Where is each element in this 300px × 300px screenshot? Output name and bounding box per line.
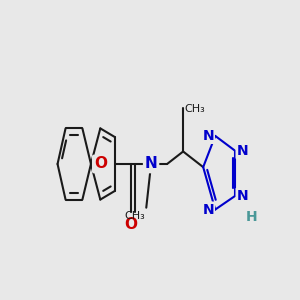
Text: N: N: [202, 129, 214, 143]
Text: H: H: [246, 210, 258, 224]
Text: CH₃: CH₃: [124, 212, 145, 221]
Text: N: N: [237, 144, 248, 158]
Text: N: N: [145, 157, 158, 172]
Text: CH₃: CH₃: [184, 104, 205, 114]
Text: N: N: [202, 202, 214, 217]
Text: O: O: [94, 157, 107, 172]
Text: N: N: [237, 189, 248, 203]
Text: O: O: [124, 217, 137, 232]
